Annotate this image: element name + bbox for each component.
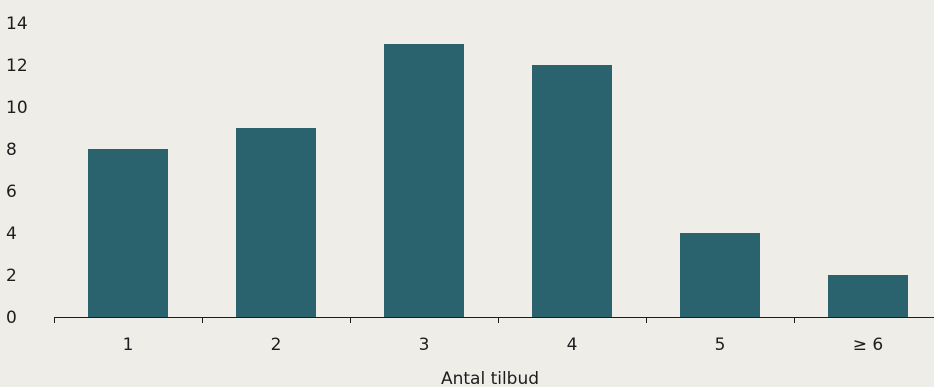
y-tick-label: 0 <box>6 308 17 328</box>
x-tick-label: 2 <box>271 335 282 355</box>
x-axis: 1 2 3 4 5 ≥ 6 <box>54 317 934 355</box>
y-tick-label: 8 <box>6 140 17 160</box>
x-tick-label: 5 <box>715 335 726 355</box>
bars <box>88 44 908 317</box>
y-tick-label: 10 <box>6 98 28 118</box>
bar-2 <box>236 128 316 317</box>
x-tick-label: 1 <box>123 335 134 355</box>
bar-4 <box>532 65 612 317</box>
y-tick-label: 6 <box>6 182 17 202</box>
x-tick-label: 3 <box>419 335 430 355</box>
bar-5 <box>680 233 760 317</box>
x-tick-label: 4 <box>567 335 578 355</box>
bar-1 <box>88 149 168 317</box>
x-axis-title: Antal tilbud <box>441 369 539 387</box>
y-tick-label: 2 <box>6 266 17 286</box>
x-tick-label: ≥ 6 <box>853 335 883 355</box>
y-axis-ticks: 0 2 4 6 8 10 12 14 <box>6 14 28 328</box>
bar-3 <box>384 44 464 317</box>
bar-6 <box>828 275 908 317</box>
y-tick-label: 4 <box>6 224 17 244</box>
y-tick-label: 14 <box>6 14 28 34</box>
y-tick-label: 12 <box>6 56 28 76</box>
